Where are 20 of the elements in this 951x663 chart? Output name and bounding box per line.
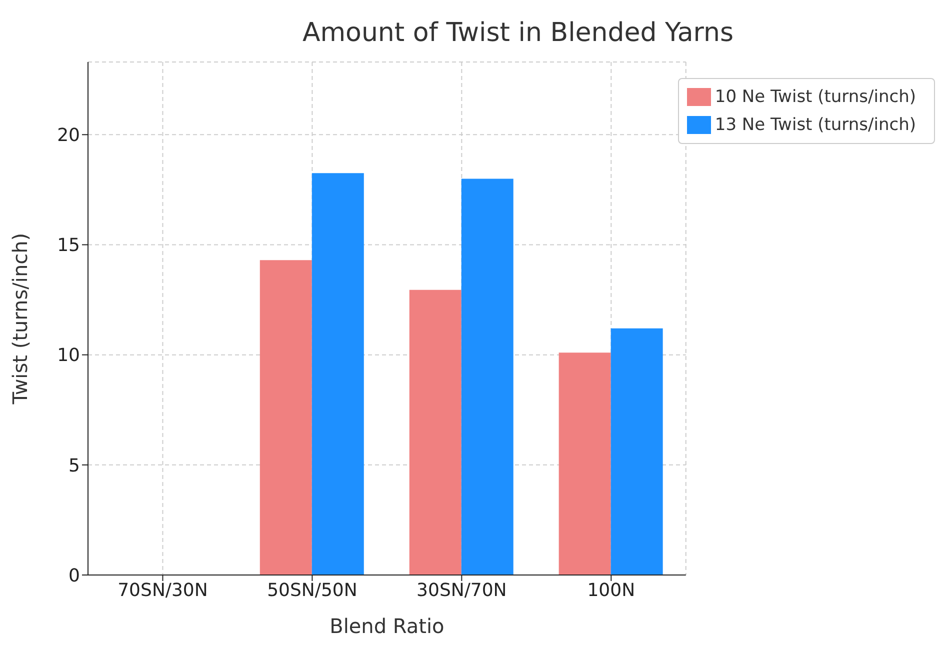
chart-title: Amount of Twist in Blended Yarns <box>301 18 735 48</box>
legend-label: 10 Ne Twist (turns/inch) <box>714 87 916 107</box>
bar <box>610 328 663 575</box>
bar <box>312 173 364 575</box>
bar <box>260 260 312 575</box>
legend-label: 13 Ne Twist (turns/inch) <box>714 115 916 135</box>
x-tick-label: 50SN/50N <box>267 580 358 601</box>
y-tick-label: 0 <box>68 565 80 586</box>
x-tick-label: 30SN/70N <box>416 580 507 601</box>
y-tick-label: 10 <box>57 345 80 366</box>
bar <box>461 178 514 575</box>
bar <box>409 290 462 575</box>
x-axis-title: Blend Ratio <box>330 614 444 638</box>
x-tick-label: 70SN/30N <box>118 580 208 601</box>
y-tick-label: 15 <box>57 235 80 256</box>
y-tick-label: 20 <box>57 125 80 146</box>
bar <box>558 352 611 575</box>
y-axis-title: Twist (turns/inch) <box>8 232 32 406</box>
x-tick-label: 100N <box>587 580 636 601</box>
y-tick-label: 5 <box>68 455 80 476</box>
